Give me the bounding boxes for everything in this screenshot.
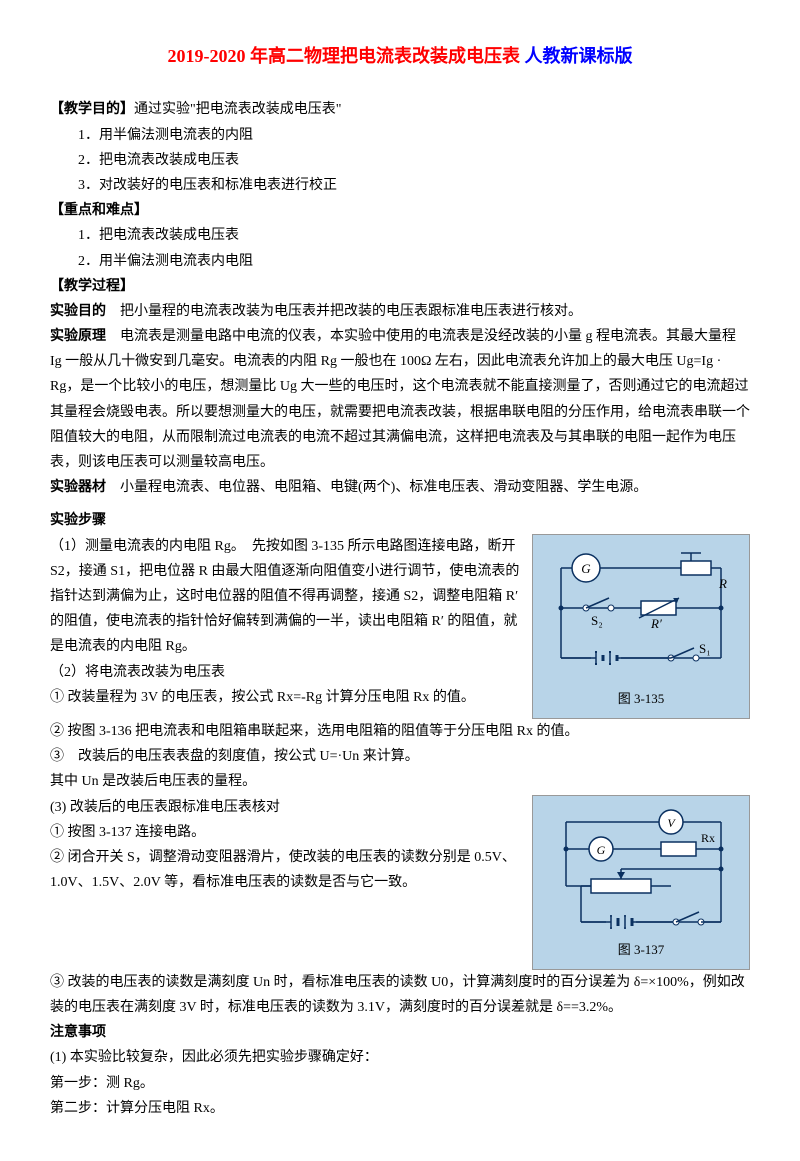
notes-line3: 第二步：计算分压电阻 Rx。 — [50, 1096, 750, 1121]
principle-row: 实验原理 电流表是测量电路中电流的仪表，本实验中使用的电流表是没经改装的小量 g… — [50, 324, 750, 475]
step3-line2: ② 闭合开关 S，调整滑动变阻器滑片，使改装的电压表的读数分别是 0.5V、1.… — [50, 845, 522, 895]
principle-label: 实验原理 — [50, 329, 106, 344]
step2-line2: ② 按图 3-136 把电流表和电阻箱串联起来，选用电阻箱的阻值等于分压电阻 R… — [50, 719, 750, 744]
label-Rprime: R′ — [650, 616, 662, 631]
step3-line1: ① 按图 3-137 连接电路。 — [50, 820, 522, 845]
goal-item-2: 2．把电流表改装成电压表 — [50, 148, 750, 173]
label-Rx: Rx — [701, 831, 715, 845]
step1-text: （1）测量电流表的内电阻 Rg。 先按如图 3-135 所示电路图连接电路，断开… — [50, 534, 522, 660]
equipment-text: 小量程电流表、电位器、电阻箱、电键(两个)、标准电压表、滑动变阻器、学生电源。 — [120, 480, 647, 495]
fig135-label: 图 3-135 — [541, 687, 741, 710]
step1-row: （1）测量电流表的内电阻 Rg。 先按如图 3-135 所示电路图连接电路，断开… — [50, 534, 750, 719]
notes-line1: (1) 本实验比较复杂，因此必须先把实验步骤确定好： — [50, 1045, 750, 1070]
process-heading: 【教学过程】 — [50, 274, 750, 299]
label-G: G — [581, 561, 591, 576]
goal-item-3: 3．对改装好的电压表和标准电表进行校正 — [50, 173, 750, 198]
keypoints-heading: 【重点和难点】 — [50, 198, 750, 223]
circuit-137-svg: V G Rx — [541, 804, 741, 934]
step2-line3: ③ 改装后的电压表表盘的刻度值，按公式 U=·Un 来计算。 — [50, 744, 750, 769]
equipment-label: 实验器材 — [50, 480, 106, 495]
label-S1: S₁ — [699, 641, 711, 656]
fig137-label: 图 3-137 — [541, 938, 741, 961]
notes-line2: 第一步：测 Rg。 — [50, 1071, 750, 1096]
circuit-135-svg: G R S₂ R′ S₁ — [541, 543, 741, 683]
purpose-label: 实验目的 — [50, 304, 106, 319]
label-G2: G — [597, 843, 606, 857]
figure-3-135: G R S₂ R′ S₁ — [532, 534, 750, 719]
steps-label: 实验步骤 — [50, 508, 750, 533]
purpose-text: 把小量程的电流表改装为电压表并把改装的电压表跟标准电压表进行核对。 — [120, 304, 582, 319]
step2-line4: 其中 Un 是改装后电压表的量程。 — [50, 769, 750, 794]
keypoint-2: 2．用半偏法测电流表内电阻 — [50, 249, 750, 274]
step2-head: （2）将电流表改装为电压表 — [50, 660, 522, 685]
step3-row: (3) 改装后的电压表跟标准电压表核对 ① 按图 3-137 连接电路。 ② 闭… — [50, 795, 750, 970]
title-red-part: 2019-2020 年高二物理把电流表改装成电压表 — [168, 46, 521, 66]
spacer — [50, 500, 750, 508]
label-S2: S₂ — [591, 613, 603, 628]
page-title: 2019-2020 年高二物理把电流表改装成电压表 人教新课标版 — [50, 40, 750, 72]
title-blue-part: 人教新课标版 — [520, 46, 633, 66]
equipment-row: 实验器材 小量程电流表、电位器、电阻箱、电键(两个)、标准电压表、滑动变阻器、学… — [50, 475, 750, 500]
notes-label: 注意事项 — [50, 1020, 750, 1045]
principle-text: 电流表是测量电路中电流的仪表，本实验中使用的电流表是没经改装的小量 g 程电流表… — [50, 329, 750, 470]
goals-heading: 【教学目的】通过实验"把电流表改装成电压表" — [50, 97, 750, 122]
step2-line1: ① 改装量程为 3V 的电压表，按公式 Rx=-Rg 计算分压电阻 Rx 的值。 — [50, 685, 522, 710]
label-R: R — [718, 576, 727, 591]
figure-3-137: V G Rx — [532, 795, 750, 970]
goal-item-1: 1．用半偏法测电流表的内阻 — [50, 123, 750, 148]
purpose-row: 实验目的 把小量程的电流表改装为电压表并把改装的电压表跟标准电压表进行核对。 — [50, 299, 750, 324]
step3-head: (3) 改装后的电压表跟标准电压表核对 — [50, 795, 522, 820]
keypoint-1: 1．把电流表改装成电压表 — [50, 223, 750, 248]
step3-line3: ③ 改装的电压表的读数是满刻度 Un 时，看标准电压表的读数 U0，计算满刻度时… — [50, 970, 750, 1020]
